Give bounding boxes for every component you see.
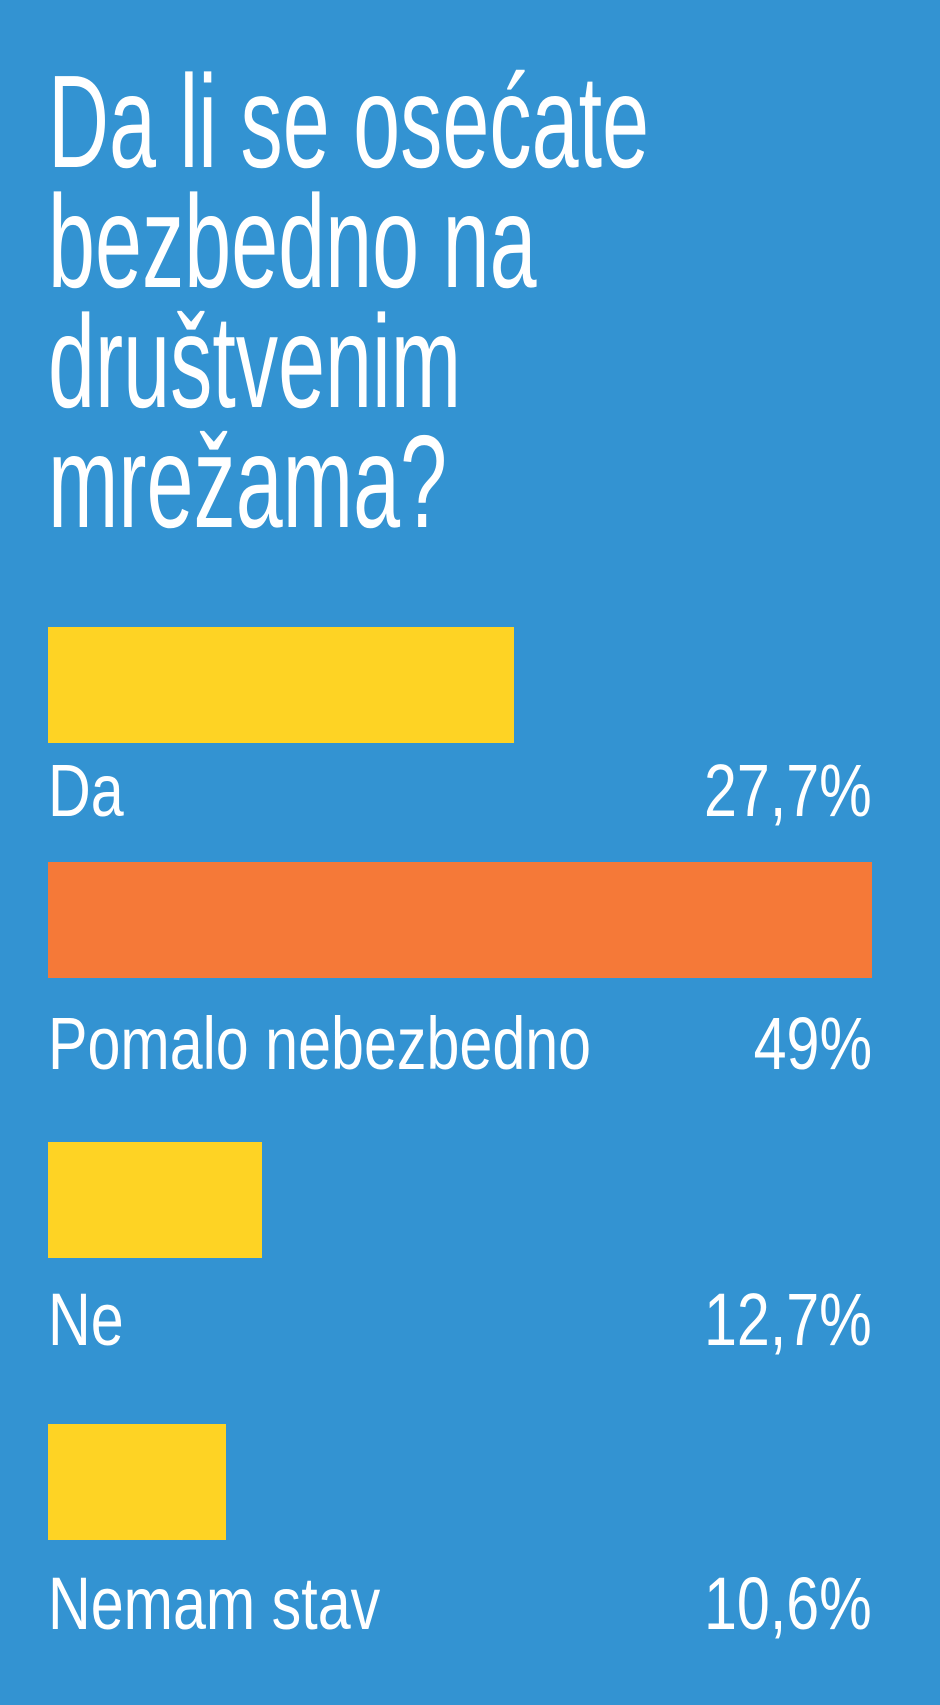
chart-title: Da li se osećate bezbedno na društvenim … (48, 48, 650, 555)
title-line: mrežama? (48, 408, 448, 555)
bar-item-da: Da 27,7% (48, 627, 872, 831)
title-line: Da li se osećate (48, 48, 650, 195)
bar (48, 862, 872, 978)
category-label: Pomalo nebezbedno (48, 1002, 592, 1085)
value-label: 27,7% (704, 749, 872, 832)
value-label: 10,6% (704, 1562, 872, 1645)
category-label: Ne (48, 1278, 124, 1361)
category-label: Nemam stav (48, 1562, 381, 1645)
title-line: društvenim (48, 288, 462, 435)
title-line: bezbedno na (48, 168, 537, 315)
bar-item-ne: Ne 12,7% (48, 1142, 872, 1360)
bar (48, 1142, 262, 1258)
category-label: Da (48, 749, 124, 832)
bar (48, 1424, 227, 1540)
bar (48, 627, 514, 743)
value-label: 49% (753, 1002, 872, 1085)
bar-item-nemam-stav: Nemam stav 10,6% (48, 1424, 872, 1644)
bar-item-pomalo-nebezbedno: Pomalo nebezbedno 49% (48, 862, 872, 1084)
value-label: 12,7% (704, 1278, 872, 1361)
